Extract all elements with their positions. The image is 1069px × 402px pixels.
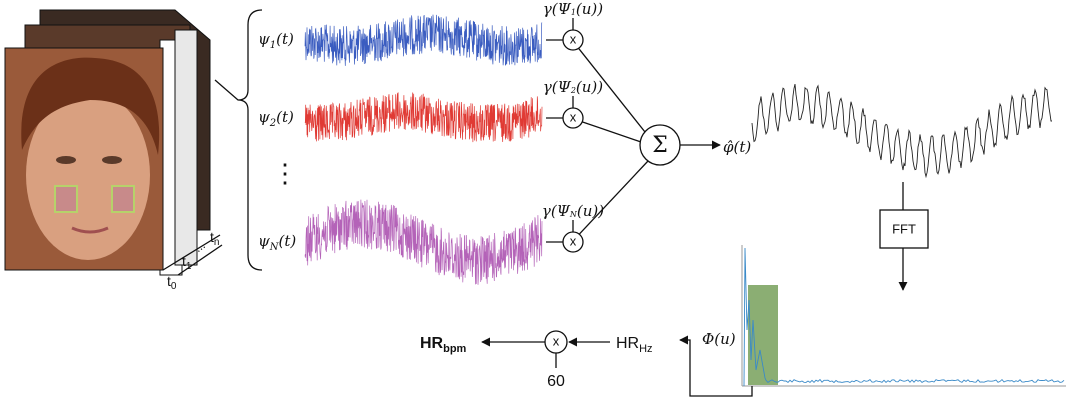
multiply-symbol: x xyxy=(570,109,577,124)
frame-label: t0 xyxy=(167,273,177,292)
hr-bpm: HRbpm xyxy=(420,335,467,355)
multiply-symbol: x xyxy=(570,233,577,248)
signal-wave xyxy=(305,15,542,66)
vertical-dots: ⋮ xyxy=(272,159,298,189)
signal-wave xyxy=(305,92,542,142)
signal-label: ψ2(t) xyxy=(258,108,294,129)
weight-label: γ(Ψ1(u)) xyxy=(543,0,603,18)
arrow xyxy=(680,340,752,396)
combined-label: φ̂(t) xyxy=(723,138,751,156)
sum-symbol: Σ xyxy=(652,133,668,158)
spectrum xyxy=(744,248,1064,386)
frame-label: tn xyxy=(210,229,219,248)
multiply-symbol: x xyxy=(570,31,577,46)
signal-label: ψ1(t) xyxy=(258,30,294,51)
factor: 60 xyxy=(547,373,565,390)
signal-label: ψN(t) xyxy=(258,232,296,253)
combined-signal xyxy=(752,84,1052,176)
multiply-symbol: x xyxy=(553,333,560,348)
brace xyxy=(215,10,262,270)
spectrum-label: Φ(u) xyxy=(702,330,736,348)
signals: ψ1(t)xγ(Ψ1(u))ψ2(t)xγ(Ψ2(u))ψN(t)xγ(ΨN(u… xyxy=(258,0,648,285)
hr-hz: HRHz xyxy=(616,335,653,355)
diagram: t0 t1 tn ... ψ1(t)xγ(Ψ1(u))ψ2(t)xγ(Ψ2(u)… xyxy=(0,0,1069,402)
signal-wave xyxy=(305,200,542,285)
fft-label: FFT xyxy=(892,221,916,236)
connector xyxy=(582,122,641,142)
video-frames xyxy=(5,10,222,275)
weight-label: γ(Ψ2(u)) xyxy=(543,78,603,96)
connector xyxy=(579,161,648,234)
